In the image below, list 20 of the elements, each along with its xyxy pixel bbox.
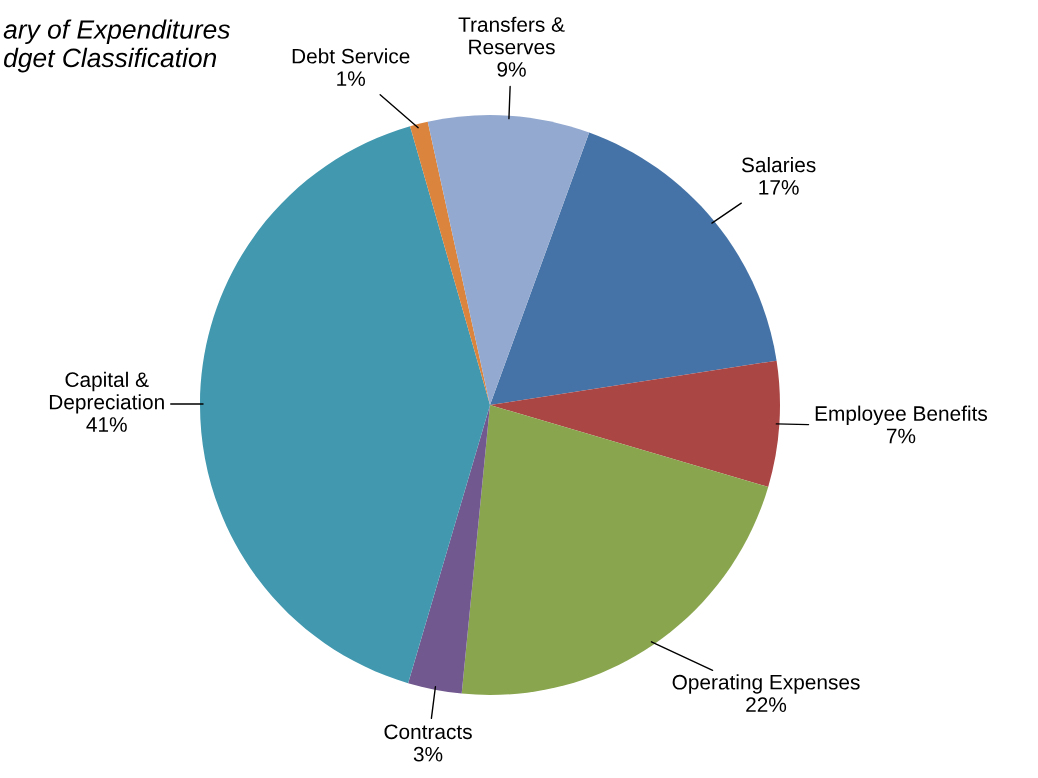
pie-slice <box>408 405 490 694</box>
pie-slice <box>490 360 780 487</box>
slice-label: Operating Expenses <box>672 674 860 694</box>
slice-label: Debt Service <box>292 48 410 64</box>
pie-slice <box>461 405 769 695</box>
text: ary of Expenditures dget Classification <box>3 19 230 73</box>
data-label: 7% <box>886 428 916 444</box>
data-label: 17% <box>759 180 799 195</box>
data-label: 9% <box>497 62 526 77</box>
slice-label: Transfers & Reserves <box>458 16 565 55</box>
pie-slice <box>427 115 590 405</box>
data-label: 41% <box>86 417 127 432</box>
slice-label: Employee Benefits <box>815 405 988 426</box>
slice-label: Salaries <box>741 156 816 173</box>
slice-label: Contracts <box>384 724 472 740</box>
data-label: 22% <box>746 697 787 712</box>
slice-label: Capital & Depreciation <box>49 371 164 414</box>
data-label: 1% <box>337 71 366 86</box>
pie-slice <box>200 126 490 684</box>
data-label: 3% <box>413 746 443 762</box>
